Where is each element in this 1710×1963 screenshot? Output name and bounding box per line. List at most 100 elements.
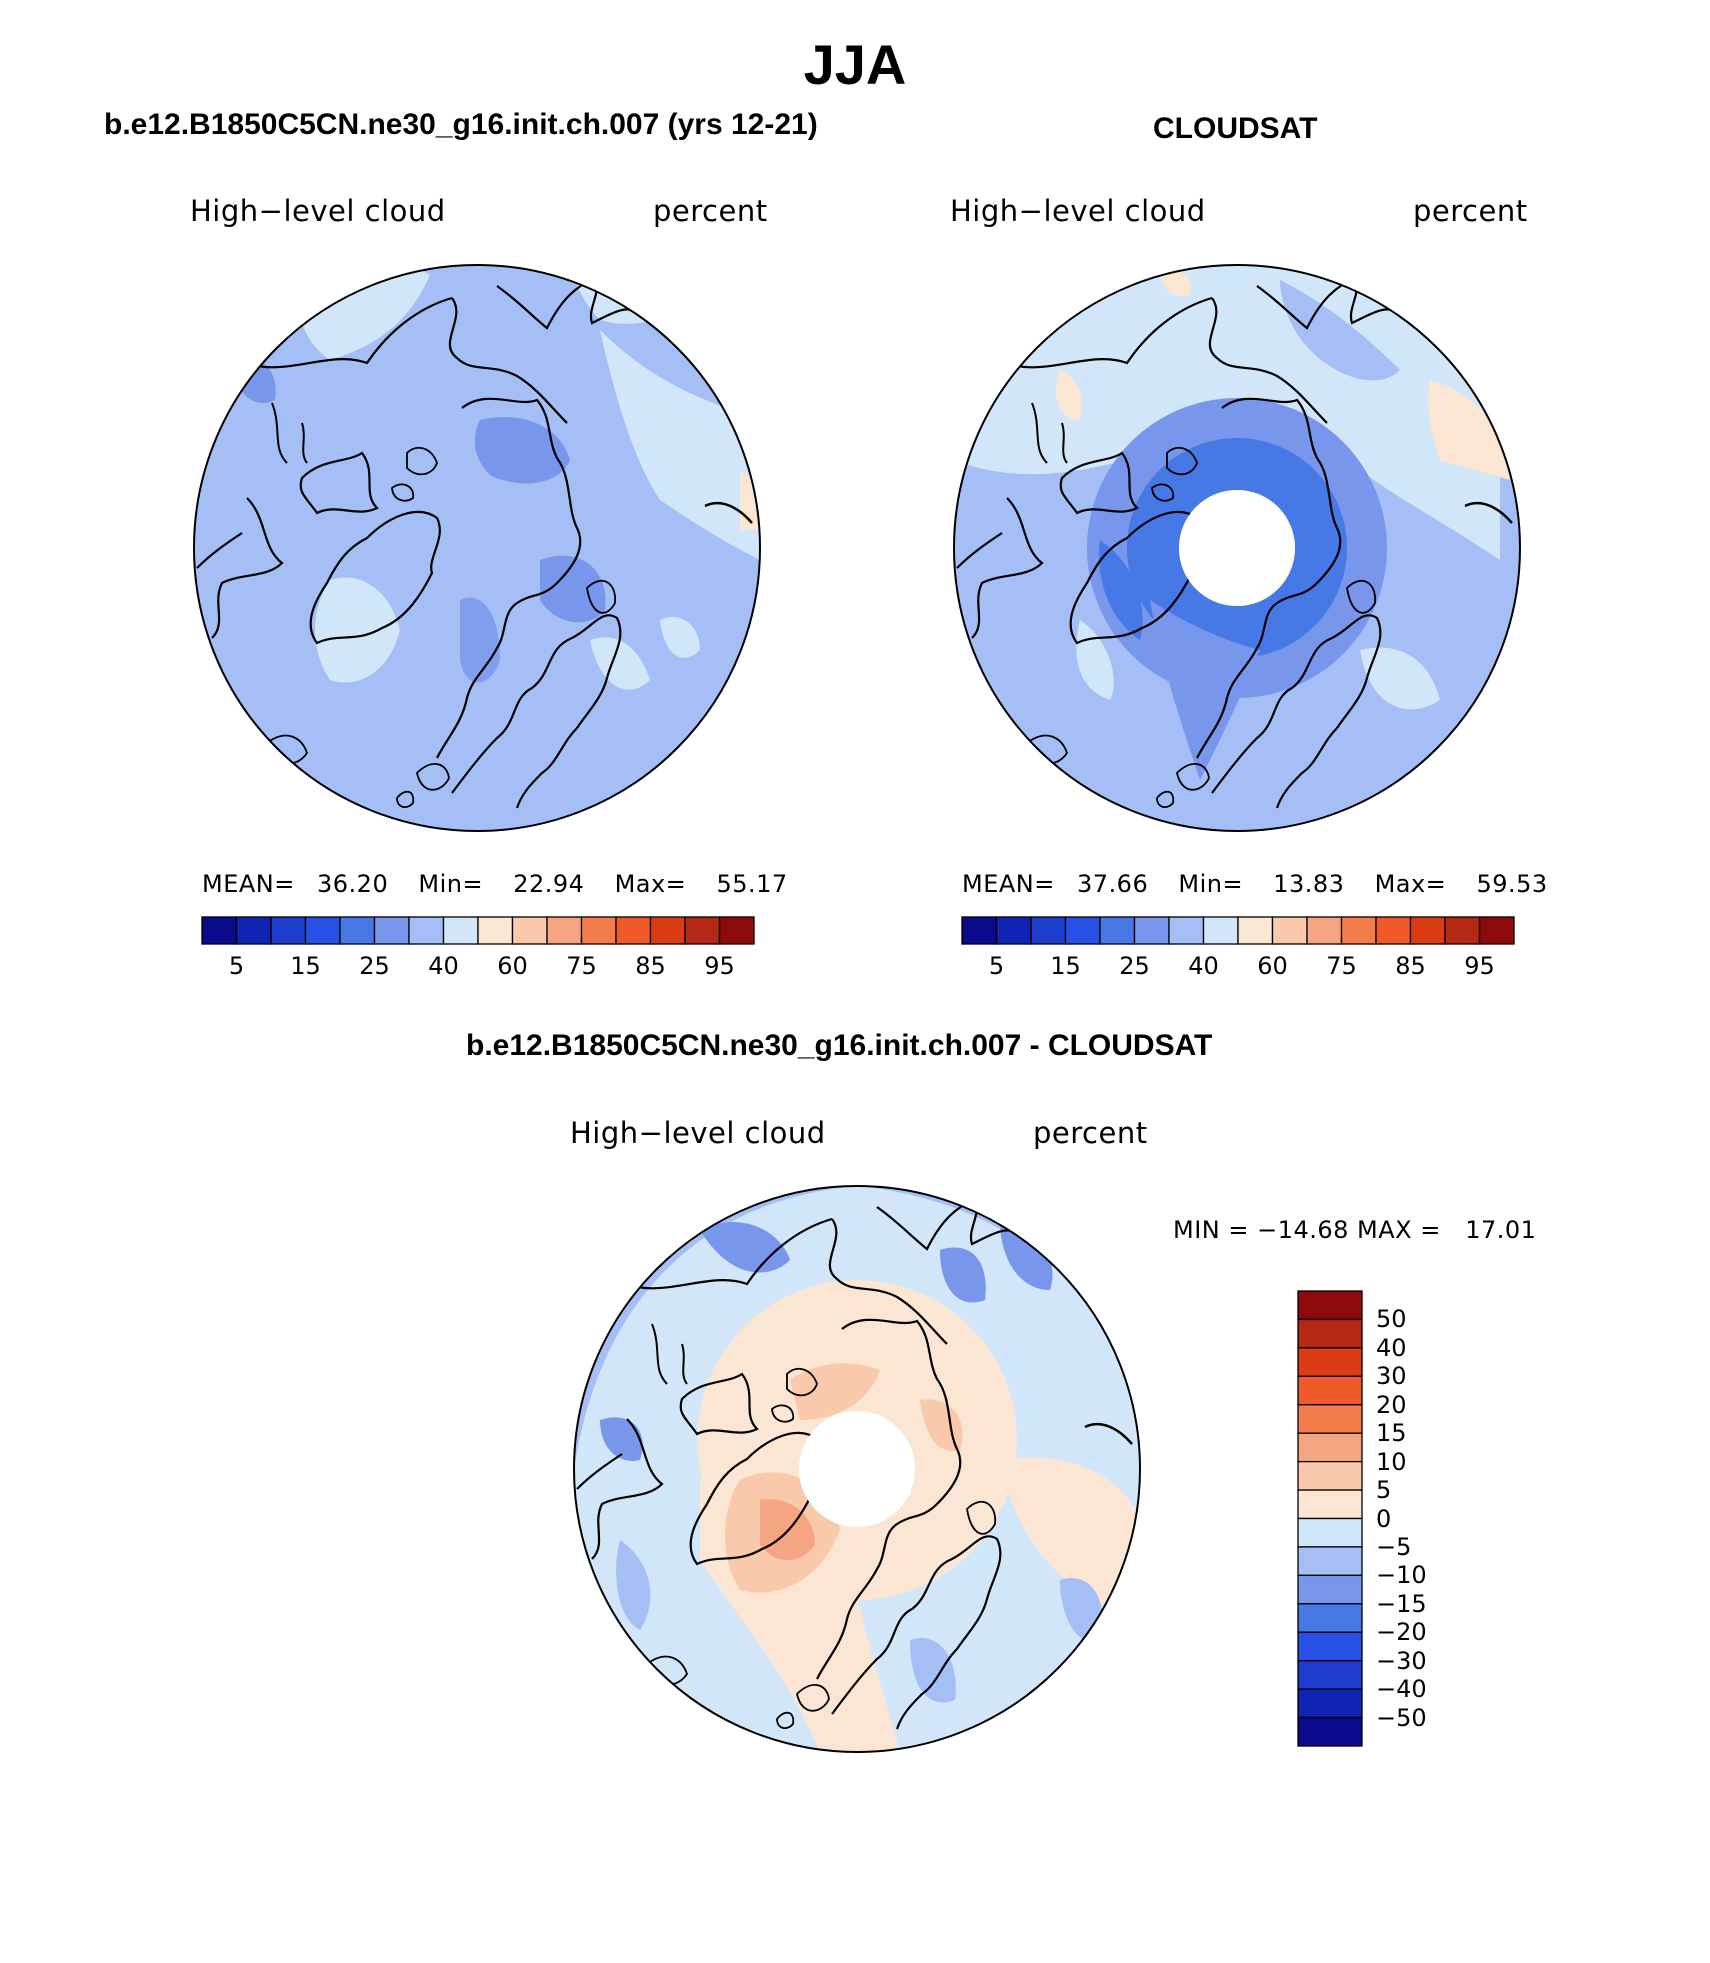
obs-colorbar-swatch bbox=[1409, 916, 1446, 945]
model-colorbar-tick-label: 95 bbox=[704, 952, 735, 980]
diff-colorbar-swatch bbox=[1297, 1375, 1363, 1406]
diff-colorbar-tick-label: 15 bbox=[1376, 1419, 1407, 1448]
obs-colorbar-swatch bbox=[1478, 916, 1515, 945]
obs-colorbar-tick-label: 5 bbox=[988, 952, 1005, 980]
obs-stats: MEAN= 37.66 Min= 13.83 Max= 59.53 bbox=[962, 870, 1548, 898]
diff-units-label: percent bbox=[1033, 1116, 1148, 1150]
model-colorbar-swatch bbox=[477, 916, 514, 945]
obs-colorbar-swatch bbox=[1340, 916, 1377, 945]
diff-colorbar-tick-label: −20 bbox=[1376, 1618, 1427, 1647]
model-colorbar-swatch bbox=[442, 916, 479, 945]
diff-colorbar-tick-label: −15 bbox=[1376, 1589, 1427, 1618]
obs-colorbar-tick-label: 40 bbox=[1188, 952, 1219, 980]
obs-colorbar bbox=[961, 916, 1515, 945]
model-colorbar-swatch bbox=[718, 916, 755, 945]
obs-colorbar-swatch bbox=[1168, 916, 1205, 945]
obs-colorbar-swatch bbox=[1375, 916, 1412, 945]
obs-variable-label: High−level cloud bbox=[950, 194, 1206, 228]
model-colorbar-tick-label: 15 bbox=[290, 952, 321, 980]
model-mean-value: 36.20 bbox=[317, 870, 389, 898]
obs-min-value: 13.83 bbox=[1273, 870, 1345, 898]
obs-units-label: percent bbox=[1413, 194, 1528, 228]
diff-colorbar-tick-label: 50 bbox=[1376, 1305, 1407, 1334]
model-colorbar-tick-label: 5 bbox=[228, 952, 245, 980]
obs-colorbar-swatch bbox=[1237, 916, 1274, 945]
model-colorbar-swatch bbox=[201, 916, 238, 945]
diff-panel-title: b.e12.B1850C5CN.ne30_g16.init.ch.007 - C… bbox=[466, 1029, 1213, 1062]
diff-colorbar-swatch bbox=[1297, 1347, 1363, 1377]
diff-colorbar-tick-label: 0 bbox=[1376, 1504, 1392, 1533]
obs-colorbar-swatch bbox=[1271, 916, 1308, 945]
diff-colorbar-tick-label: 5 bbox=[1376, 1476, 1392, 1505]
obs-mean-label: MEAN= bbox=[962, 870, 1055, 898]
obs-colorbar-tick-label: 75 bbox=[1326, 952, 1357, 980]
diff-colorbar-swatch bbox=[1297, 1517, 1363, 1548]
obs-min-label: Min= bbox=[1178, 870, 1244, 898]
diff-colorbar-swatch bbox=[1297, 1716, 1363, 1747]
diff-colorbar-swatch bbox=[1297, 1290, 1363, 1321]
diff-colorbar-tick-label: −30 bbox=[1376, 1646, 1427, 1675]
diff-colorbar-tick-label: −5 bbox=[1376, 1532, 1412, 1561]
diff-colorbar-tick-label: −40 bbox=[1376, 1675, 1427, 1704]
diff-colorbar-swatch bbox=[1297, 1688, 1363, 1719]
diff-colorbar-swatch bbox=[1297, 1404, 1363, 1434]
obs-map bbox=[953, 264, 1521, 832]
diff-colorbar-swatch bbox=[1297, 1574, 1363, 1605]
model-colorbar bbox=[201, 916, 755, 945]
model-colorbar-tick-label: 75 bbox=[566, 952, 597, 980]
diff-colorbar-swatch bbox=[1297, 1489, 1363, 1520]
obs-colorbar-swatch bbox=[1306, 916, 1343, 945]
model-colorbar-swatch bbox=[684, 916, 721, 945]
diff-colorbar-tick-label: 30 bbox=[1376, 1362, 1407, 1391]
model-min-value: 22.94 bbox=[513, 870, 585, 898]
model-colorbar-tick-label: 85 bbox=[635, 952, 666, 980]
model-colorbar-tick-label: 25 bbox=[359, 952, 390, 980]
diff-colorbar-tick-label: 20 bbox=[1376, 1390, 1407, 1419]
model-max-value: 55.17 bbox=[716, 870, 788, 898]
obs-colorbar-swatch bbox=[995, 916, 1032, 945]
obs-panel-title: CLOUDSAT bbox=[1153, 112, 1318, 145]
diff-colorbar-swatch bbox=[1297, 1318, 1363, 1349]
obs-colorbar-swatch bbox=[1030, 916, 1067, 945]
diff-colorbar-swatch bbox=[1297, 1631, 1363, 1662]
obs-colorbar-tick-label: 25 bbox=[1119, 952, 1150, 980]
model-colorbar-swatch bbox=[339, 916, 376, 945]
obs-colorbar-swatch bbox=[1444, 916, 1481, 945]
model-colorbar-tick-label: 60 bbox=[497, 952, 528, 980]
obs-colorbar-tick-label: 15 bbox=[1050, 952, 1081, 980]
model-colorbar-swatch bbox=[270, 916, 307, 945]
obs-colorbar-swatch bbox=[1064, 916, 1101, 945]
model-colorbar-swatch bbox=[546, 916, 583, 945]
figure-title: JJA bbox=[803, 33, 907, 96]
model-min-label: Min= bbox=[418, 870, 484, 898]
diff-stats: MIN = −14.68 MAX = 17.01 bbox=[1173, 1216, 1537, 1244]
obs-max-label: Max= bbox=[1374, 870, 1447, 898]
obs-colorbar-tick-label: 60 bbox=[1257, 952, 1288, 980]
model-variable-label: High−level cloud bbox=[190, 194, 446, 228]
diff-colorbar bbox=[1297, 1290, 1363, 1747]
model-mean-label: MEAN= bbox=[202, 870, 295, 898]
diff-colorbar-tick-label: −10 bbox=[1376, 1561, 1427, 1590]
diff-colorbar-tick-label: −50 bbox=[1376, 1703, 1427, 1732]
model-colorbar-swatch bbox=[408, 916, 445, 945]
model-colorbar-swatch bbox=[235, 916, 272, 945]
diff-colorbar-swatch bbox=[1297, 1546, 1363, 1577]
obs-colorbar-tick-label: 85 bbox=[1395, 952, 1426, 980]
obs-max-value: 59.53 bbox=[1476, 870, 1548, 898]
diff-variable-label: High−level cloud bbox=[570, 1116, 826, 1150]
model-max-label: Max= bbox=[614, 870, 687, 898]
obs-colorbar-swatch bbox=[961, 916, 998, 945]
diff-colorbar-tick-label: 40 bbox=[1376, 1333, 1407, 1362]
obs-colorbar-swatch bbox=[1202, 916, 1239, 945]
model-colorbar-swatch bbox=[511, 916, 548, 945]
model-stats: MEAN= 36.20 Min= 22.94 Max= 55.17 bbox=[202, 870, 788, 898]
diff-colorbar-swatch bbox=[1297, 1460, 1363, 1491]
model-units-label: percent bbox=[653, 194, 768, 228]
model-colorbar-swatch bbox=[649, 916, 686, 945]
obs-colorbar-swatch bbox=[1099, 916, 1136, 945]
obs-mean-value: 37.66 bbox=[1077, 870, 1149, 898]
diff-colorbar-swatch bbox=[1297, 1432, 1363, 1463]
model-colorbar-swatch bbox=[615, 916, 652, 945]
model-panel-title: b.e12.B1850C5CN.ne30_g16.init.ch.007 (yr… bbox=[104, 108, 818, 141]
